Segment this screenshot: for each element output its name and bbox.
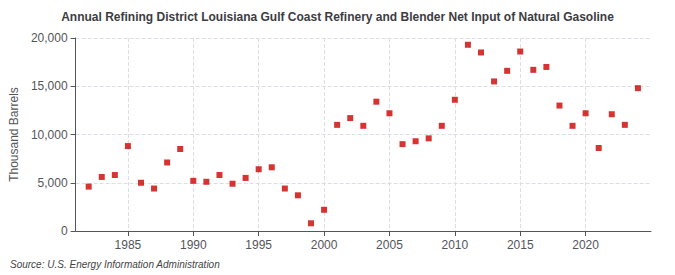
svg-text:5,000: 5,000 <box>38 176 68 190</box>
svg-text:Source: U.S. Energy Informatio: Source: U.S. Energy Information Administ… <box>10 259 220 270</box>
svg-text:10,000: 10,000 <box>31 128 68 142</box>
svg-text:Annual Refining District Louis: Annual Refining District Louisiana Gulf … <box>61 10 614 24</box>
svg-text:2015: 2015 <box>507 238 534 252</box>
svg-text:0: 0 <box>61 224 68 238</box>
svg-text:20,000: 20,000 <box>31 31 68 45</box>
svg-text:2020: 2020 <box>572 238 599 252</box>
svg-text:1985: 1985 <box>115 238 142 252</box>
svg-text:2000: 2000 <box>311 238 338 252</box>
svg-text:2010: 2010 <box>441 238 468 252</box>
svg-text:15,000: 15,000 <box>31 79 68 93</box>
svg-text:1990: 1990 <box>180 238 207 252</box>
svg-text:1995: 1995 <box>245 238 272 252</box>
svg-text:2005: 2005 <box>376 238 403 252</box>
svg-text:Thousand Barrels: Thousand Barrels <box>7 87 21 182</box>
